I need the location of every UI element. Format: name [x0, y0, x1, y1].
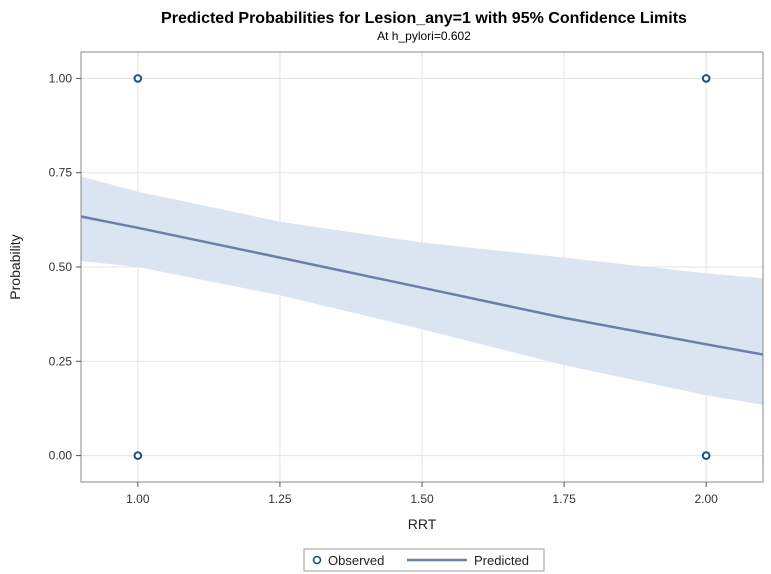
predicted-line [80, 215, 764, 356]
y-axis-ticks: 0.00 0.25 0.50 0.75 1.00 [49, 71, 81, 463]
observed-point [701, 451, 711, 460]
x-tick-label: 1.75 [552, 492, 576, 506]
observed-point [133, 451, 143, 460]
legend: Observed Predicted [303, 548, 545, 572]
gridlines [81, 52, 763, 482]
observed-points-layer [133, 74, 711, 460]
y-axis-label: Probability [7, 234, 23, 299]
y-tick-label: 0.75 [49, 166, 73, 180]
legend-predicted-label: Predicted [474, 553, 529, 568]
x-axis-ticks: 1.00 1.25 1.50 1.75 2.00 [126, 482, 718, 506]
x-tick-label: 1.00 [126, 492, 150, 506]
y-tick-label: 1.00 [49, 71, 73, 85]
legend-observed-label: Observed [328, 553, 384, 568]
chart-title: Predicted Probabilities for Lesion_any=1… [161, 10, 687, 27]
observed-point [133, 74, 143, 83]
confidence-band [81, 176, 763, 405]
y-tick-label: 0.25 [49, 354, 73, 368]
chart-subtitle: At h_pylori=0.602 [377, 29, 471, 43]
x-axis-label: RRT [408, 516, 437, 532]
x-tick-label: 1.50 [410, 492, 434, 506]
y-tick-label: 0.00 [49, 449, 73, 463]
x-tick-label: 2.00 [694, 492, 718, 506]
confidence-band-layer [81, 176, 763, 405]
legend-observed-marker [312, 555, 322, 565]
y-tick-label: 0.50 [49, 260, 73, 274]
predicted-line-layer [80, 215, 764, 356]
x-tick-label: 1.25 [268, 492, 292, 506]
observed-point [701, 74, 711, 83]
